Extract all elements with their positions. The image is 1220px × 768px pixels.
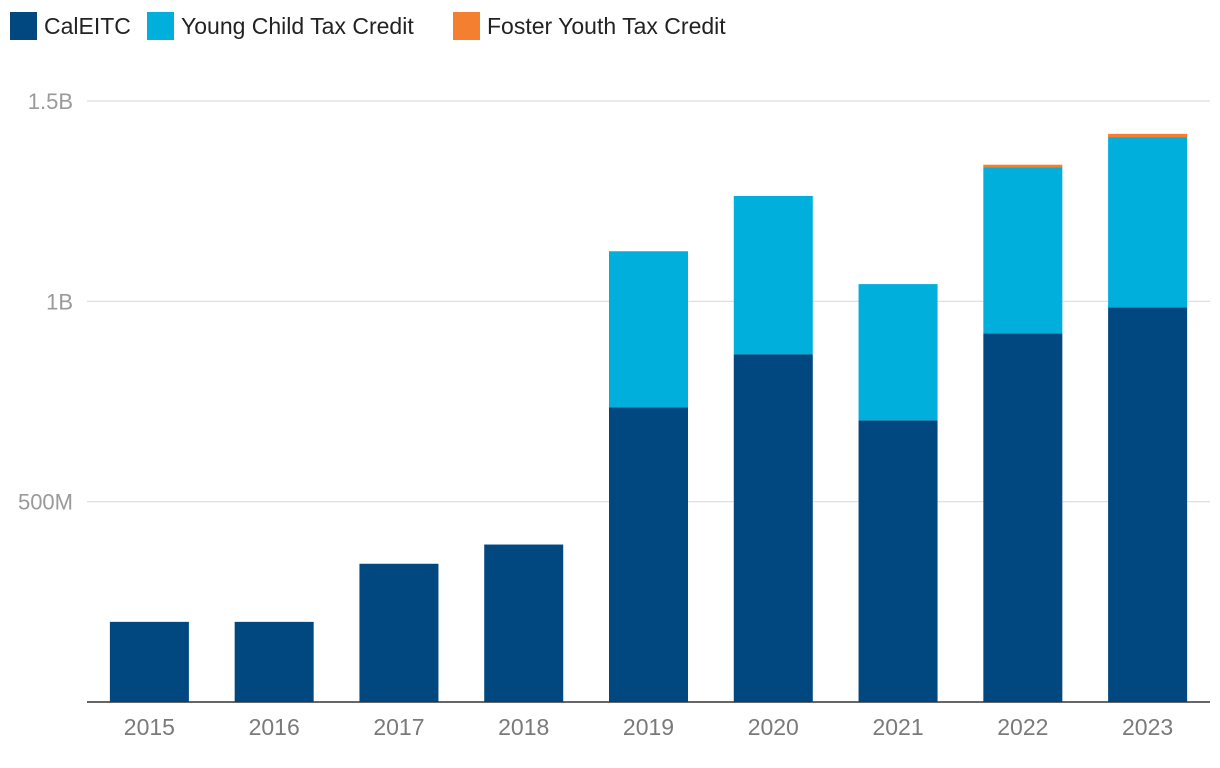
legend-label: Foster Youth Tax Credit [487,13,726,39]
bar-young-child-tax-credit-2020[interactable] [733,195,813,355]
x-tick-label: 2021 [872,714,923,740]
y-tick-label: 1.5B [28,89,73,114]
legend: CalEITC Young Child Tax Credit Foster Yout… [10,12,726,40]
bar-foster-youth-tax-credit-2022[interactable] [983,164,1063,168]
legend-swatch [10,12,37,40]
bar-caleitc-2023[interactable] [1108,307,1188,702]
bar-stack-2019[interactable] [609,251,688,702]
bar-caleitc-2021[interactable] [858,420,938,702]
y-axis-ticks: 500M 1B 1.5B [18,89,73,515]
bar-stack-2018[interactable] [484,544,564,702]
bar-caleitc-2018[interactable] [484,544,564,702]
bar-young-child-tax-credit-2022[interactable] [983,167,1063,334]
bar-caleitc-2022[interactable] [983,333,1063,702]
legend-item-3[interactable]: Foster Youth Tax Credit [453,12,726,40]
bar-stack-2022[interactable] [983,164,1063,702]
x-tick-label: 2017 [373,714,424,740]
y-tick-label: 500M [18,490,73,515]
bar-stack-2016[interactable] [234,621,314,702]
y-tick-label: 1B [46,289,73,314]
bar-foster-youth-tax-credit-2023[interactable] [1108,133,1188,138]
bar-young-child-tax-credit-2019[interactable] [609,251,688,408]
bar-caleitc-2015[interactable] [109,621,189,702]
bar-stack-2017[interactable] [359,563,439,702]
bar-young-child-tax-credit-2023[interactable] [1108,137,1188,308]
legend-swatch [147,12,174,40]
bars [109,133,1188,702]
x-tick-label: 2016 [249,714,300,740]
bar-caleitc-2019[interactable] [609,407,688,702]
x-tick-label: 2022 [997,714,1048,740]
bar-stack-2023[interactable] [1108,133,1188,702]
legend-label: CalEITC [44,13,131,39]
bar-young-child-tax-credit-2021[interactable] [858,284,938,421]
bar-caleitc-2020[interactable] [733,354,813,702]
x-tick-label: 2019 [623,714,674,740]
legend-label: Young Child Tax Credit [181,13,414,39]
legend-swatch [453,12,480,40]
bar-stack-2021[interactable] [858,284,938,702]
legend-item-1[interactable]: CalEITC [10,12,131,40]
x-tick-label: 2020 [748,714,799,740]
x-tick-label: 2015 [124,714,175,740]
x-tick-label: 2018 [498,714,549,740]
x-axis-ticks: 2015 2016 2017 2018 2019 2020 2021 2022 2023 [124,714,1173,740]
bar-stack-2015[interactable] [109,621,189,702]
bar-stack-2020[interactable] [733,195,813,702]
x-tick-label: 2023 [1122,714,1173,740]
legend-item-2[interactable]: Young Child Tax Credit [147,12,414,40]
bar-caleitc-2017[interactable] [359,563,439,702]
bar-caleitc-2016[interactable] [234,621,314,702]
